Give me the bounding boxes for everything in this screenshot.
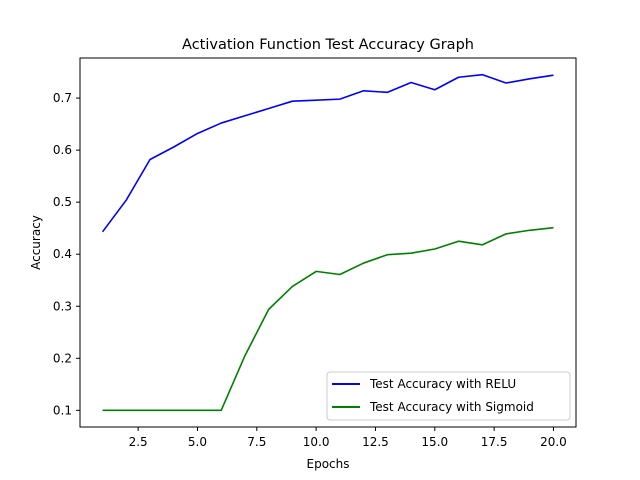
x-tick-label: 15.0 bbox=[421, 435, 448, 449]
y-tick-label: 0.5 bbox=[53, 195, 72, 209]
legend-box bbox=[326, 371, 571, 421]
x-tick-label: 2.5 bbox=[129, 435, 148, 449]
legend-label-sigmoid: Test Accuracy with Sigmoid bbox=[369, 400, 534, 414]
legend-label-relu: Test Accuracy with RELU bbox=[369, 377, 516, 391]
y-tick-label: 0.3 bbox=[53, 299, 72, 313]
y-tick-label: 0.6 bbox=[53, 143, 72, 157]
x-tick-label: 20.0 bbox=[540, 435, 567, 449]
x-tick-label: 10.0 bbox=[303, 435, 330, 449]
x-axis-label: Epochs bbox=[307, 457, 350, 471]
series-line-sigmoid bbox=[102, 226, 554, 412]
x-tick-label: 12.5 bbox=[362, 435, 389, 449]
y-axis-label: Accuracy bbox=[29, 215, 43, 270]
x-tick-label: 17.5 bbox=[481, 435, 508, 449]
x-tick-label: 5.0 bbox=[188, 435, 207, 449]
chart-title: Activation Function Test Accuracy Graph bbox=[182, 37, 474, 53]
y-tick-label: 0.7 bbox=[53, 91, 72, 105]
legend: Test Accuracy with RELU Test Accuracy wi… bbox=[326, 371, 571, 421]
plot-area: 2.5 5.0 7.5 10.0 12.5 15.0 17.5 20.0 0.1 0.2 0.3 0… bbox=[53, 57, 577, 449]
y-tick-label: 0.4 bbox=[53, 247, 72, 261]
x-tick-label: 7.5 bbox=[247, 435, 266, 449]
series-line-relu bbox=[101, 73, 554, 233]
y-tick-label: 0.2 bbox=[53, 351, 72, 365]
plot-frame bbox=[79, 57, 577, 428]
y-tick-label: 0.1 bbox=[53, 403, 72, 417]
